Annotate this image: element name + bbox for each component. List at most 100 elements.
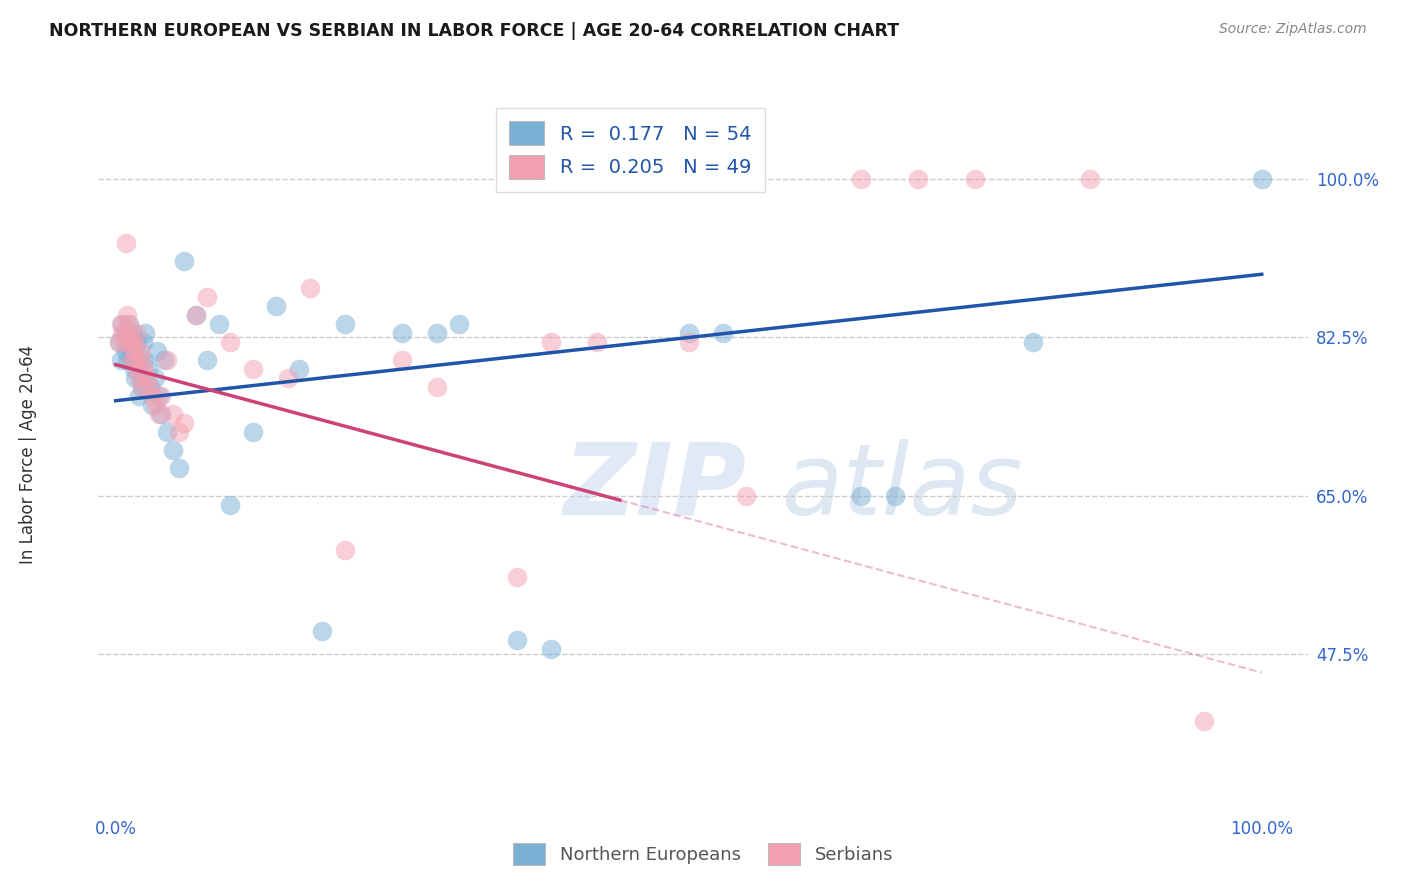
Point — [115, 353, 138, 368]
Point — [134, 362, 156, 376]
Point — [150, 407, 173, 421]
Point — [127, 362, 149, 376]
Point — [965, 172, 987, 186]
Point — [148, 407, 170, 421]
Point — [162, 443, 184, 458]
Point — [167, 461, 190, 475]
Point — [391, 353, 413, 368]
Point — [121, 334, 143, 349]
Text: atlas: atlas — [782, 439, 1024, 535]
Point — [127, 334, 149, 349]
Point — [195, 353, 218, 368]
Point — [173, 253, 195, 268]
Point — [506, 633, 529, 648]
Point — [121, 353, 143, 368]
Point — [110, 353, 132, 368]
Point — [449, 317, 471, 331]
Point — [173, 417, 195, 431]
Point — [117, 334, 139, 349]
Point — [156, 353, 179, 368]
Point — [134, 326, 156, 340]
Point — [108, 334, 131, 349]
Point — [115, 308, 138, 322]
Point — [111, 326, 134, 340]
Point — [219, 334, 242, 349]
Point — [121, 326, 143, 340]
Point — [114, 334, 136, 349]
Point — [129, 353, 152, 368]
Point — [184, 308, 207, 322]
Point — [264, 299, 287, 313]
Point — [135, 371, 157, 385]
Point — [735, 489, 758, 503]
Point — [128, 371, 150, 385]
Point — [711, 326, 734, 340]
Point — [128, 353, 150, 368]
Point — [125, 353, 148, 368]
Text: NORTHERN EUROPEAN VS SERBIAN IN LABOR FORCE | AGE 20-64 CORRELATION CHART: NORTHERN EUROPEAN VS SERBIAN IN LABOR FO… — [49, 22, 900, 40]
Point — [195, 290, 218, 304]
Point — [311, 624, 333, 638]
Point — [136, 362, 159, 376]
Point — [277, 371, 299, 385]
Point — [117, 317, 139, 331]
Point — [219, 498, 242, 512]
Point — [141, 398, 163, 412]
Point — [1021, 334, 1043, 349]
Point — [1194, 714, 1216, 729]
Point — [138, 380, 160, 394]
Point — [208, 317, 231, 331]
Legend: Northern Europeans, Serbians: Northern Europeans, Serbians — [503, 834, 903, 874]
Point — [114, 326, 136, 340]
Point — [333, 542, 356, 557]
Point — [146, 344, 169, 359]
Point — [1078, 172, 1101, 186]
Point — [145, 398, 167, 412]
Point — [110, 317, 132, 331]
Point — [120, 344, 142, 359]
Point — [242, 425, 264, 440]
Point — [1250, 172, 1272, 186]
Point — [540, 642, 562, 657]
Point — [124, 371, 146, 385]
Point — [156, 425, 179, 440]
Point — [849, 172, 872, 186]
Point — [678, 334, 700, 349]
Point — [506, 570, 529, 584]
Point — [288, 362, 311, 376]
Point — [184, 308, 207, 322]
Point — [131, 380, 153, 394]
Point — [167, 425, 190, 440]
Point — [124, 353, 146, 368]
Point — [111, 317, 134, 331]
Point — [128, 344, 150, 359]
Point — [150, 389, 173, 403]
Point — [143, 371, 166, 385]
Point — [115, 235, 138, 250]
Point — [540, 334, 562, 349]
Point — [122, 362, 145, 376]
Point — [118, 317, 141, 331]
Point — [122, 344, 145, 359]
Point — [907, 172, 929, 186]
Point — [129, 371, 152, 385]
Point — [121, 353, 143, 368]
Point — [134, 353, 156, 368]
Point — [139, 380, 162, 394]
Point — [391, 326, 413, 340]
Point — [148, 389, 170, 403]
Point — [118, 326, 141, 340]
Point — [884, 489, 907, 503]
Point — [242, 362, 264, 376]
Point — [125, 326, 148, 340]
Point — [299, 281, 322, 295]
Point — [162, 407, 184, 421]
Point — [152, 353, 174, 368]
Point — [425, 326, 447, 340]
Point — [120, 334, 142, 349]
Point — [849, 489, 872, 503]
Text: ZIP: ZIP — [564, 439, 747, 535]
Point — [586, 334, 609, 349]
Point — [132, 334, 155, 349]
Point — [108, 334, 131, 349]
